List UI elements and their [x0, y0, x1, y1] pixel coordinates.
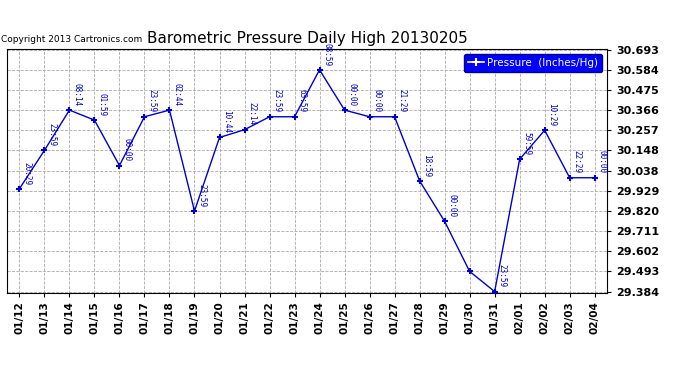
Text: 23:59: 23:59	[147, 90, 156, 112]
Text: 23:59: 23:59	[197, 184, 206, 207]
Text: 22:29: 22:29	[573, 150, 582, 174]
Text: 63:59: 63:59	[297, 90, 306, 112]
Text: Copyright 2013 Cartronics.com: Copyright 2013 Cartronics.com	[1, 35, 142, 44]
Text: 00:00: 00:00	[598, 150, 607, 174]
Text: 00:00: 00:00	[347, 83, 356, 106]
Text: 08:59: 08:59	[322, 42, 331, 66]
Text: 21:29: 21:29	[397, 90, 406, 112]
Text: 02:44: 02:44	[172, 83, 181, 106]
Text: 23:59: 23:59	[497, 264, 506, 287]
Text: 59:59: 59:59	[522, 132, 531, 155]
Text: 18:59: 18:59	[422, 154, 431, 177]
Text: 23:59: 23:59	[47, 123, 56, 146]
Text: 20:29: 20:29	[22, 162, 31, 184]
Text: 08:14: 08:14	[72, 83, 81, 106]
Text: 01:59: 01:59	[97, 93, 106, 116]
Title: Barometric Pressure Daily High 20130205: Barometric Pressure Daily High 20130205	[147, 31, 467, 46]
Text: 00:00: 00:00	[373, 90, 382, 112]
Text: 00:00: 00:00	[447, 194, 456, 217]
Text: 00:00: 00:00	[122, 138, 131, 161]
Text: 10:29: 10:29	[547, 103, 556, 126]
Text: 10:44: 10:44	[222, 110, 231, 133]
Text: 22:14: 22:14	[247, 102, 256, 126]
Text: 23:59: 23:59	[273, 90, 282, 112]
Legend: Pressure  (Inches/Hg): Pressure (Inches/Hg)	[464, 54, 602, 72]
